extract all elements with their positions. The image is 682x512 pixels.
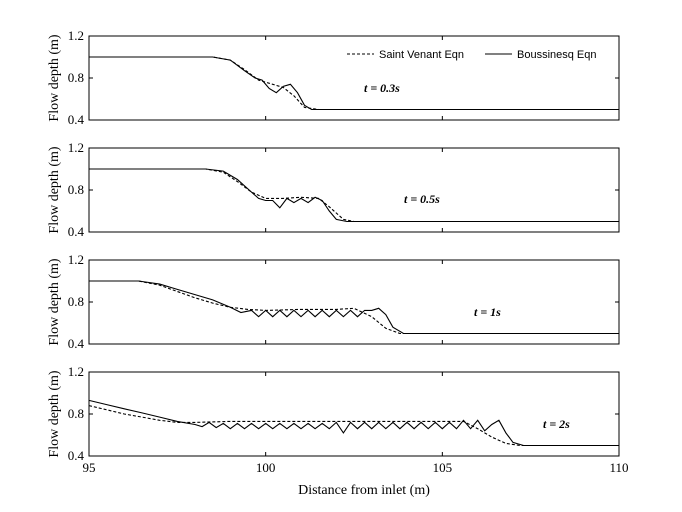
x-tick-label: 100 bbox=[256, 460, 276, 475]
y-axis-label: Flow depth (m) bbox=[47, 258, 62, 345]
panel-2: 0.4 0.8 1.2 Flow depth (m) t = 0.5s bbox=[47, 140, 620, 239]
axes-frame bbox=[88, 147, 620, 233]
y-tick-label: 0.8 bbox=[68, 294, 84, 309]
y-tick-label: 1.2 bbox=[68, 252, 84, 267]
y-tick-label: 1.2 bbox=[68, 364, 84, 379]
y-tick-label: 0.8 bbox=[68, 70, 84, 85]
legend: Saint Venant Eqn Boussinesq Eqn bbox=[347, 49, 597, 61]
y-tick-label: 1.2 bbox=[68, 28, 84, 43]
y-axis-label: Flow depth (m) bbox=[47, 370, 62, 457]
x-axis-label: Distance from inlet (m) bbox=[298, 483, 430, 498]
boussinesq-line bbox=[89, 280, 619, 335]
boussinesq-line bbox=[89, 168, 619, 223]
boussinesq-line bbox=[89, 56, 619, 111]
saint-venant-line bbox=[89, 56, 619, 111]
x-tick-label: 105 bbox=[433, 460, 453, 475]
x-tick-label: 95 bbox=[83, 460, 96, 475]
saint-venant-line bbox=[89, 280, 619, 335]
y-tick-label: 0.4 bbox=[68, 224, 85, 239]
panel-1: 0.4 0.8 1.2 Flow depth (m) t = 0.3s bbox=[47, 28, 620, 127]
saint-venant-line bbox=[88, 405, 619, 447]
y-tick-label: 0.8 bbox=[68, 406, 84, 421]
y-tick-label: 0.4 bbox=[68, 112, 85, 127]
time-annotation: t = 0.5s bbox=[404, 192, 440, 206]
y-axis-label: Flow depth (m) bbox=[47, 34, 62, 121]
y-tick-label: 0.4 bbox=[68, 448, 85, 463]
boussinesq-line bbox=[88, 399, 619, 447]
time-annotation: t = 1s bbox=[474, 305, 501, 319]
y-tick-label: 1.2 bbox=[68, 140, 84, 155]
x-tick-label: 110 bbox=[609, 460, 628, 475]
y-tick-label: 0.8 bbox=[68, 182, 84, 197]
panel-4: 0.4 0.8 1.2 95 100 105 110 Flow depth (m) t = 2s bbox=[47, 364, 629, 475]
panel-3: 0.4 0.8 1.2 Flow depth (m) t = 1s bbox=[47, 252, 620, 351]
saint-venant-line bbox=[89, 168, 619, 223]
y-tick-label: 0.4 bbox=[68, 336, 85, 351]
legend-label: Boussinesq Eqn bbox=[517, 49, 597, 61]
legend-label: Saint Venant Eqn bbox=[379, 49, 464, 61]
time-annotation: t = 2s bbox=[543, 417, 570, 431]
y-axis-label: Flow depth (m) bbox=[47, 146, 62, 233]
axes-frame bbox=[88, 371, 620, 457]
axes-frame bbox=[88, 259, 620, 345]
time-annotation: t = 0.3s bbox=[364, 81, 400, 95]
